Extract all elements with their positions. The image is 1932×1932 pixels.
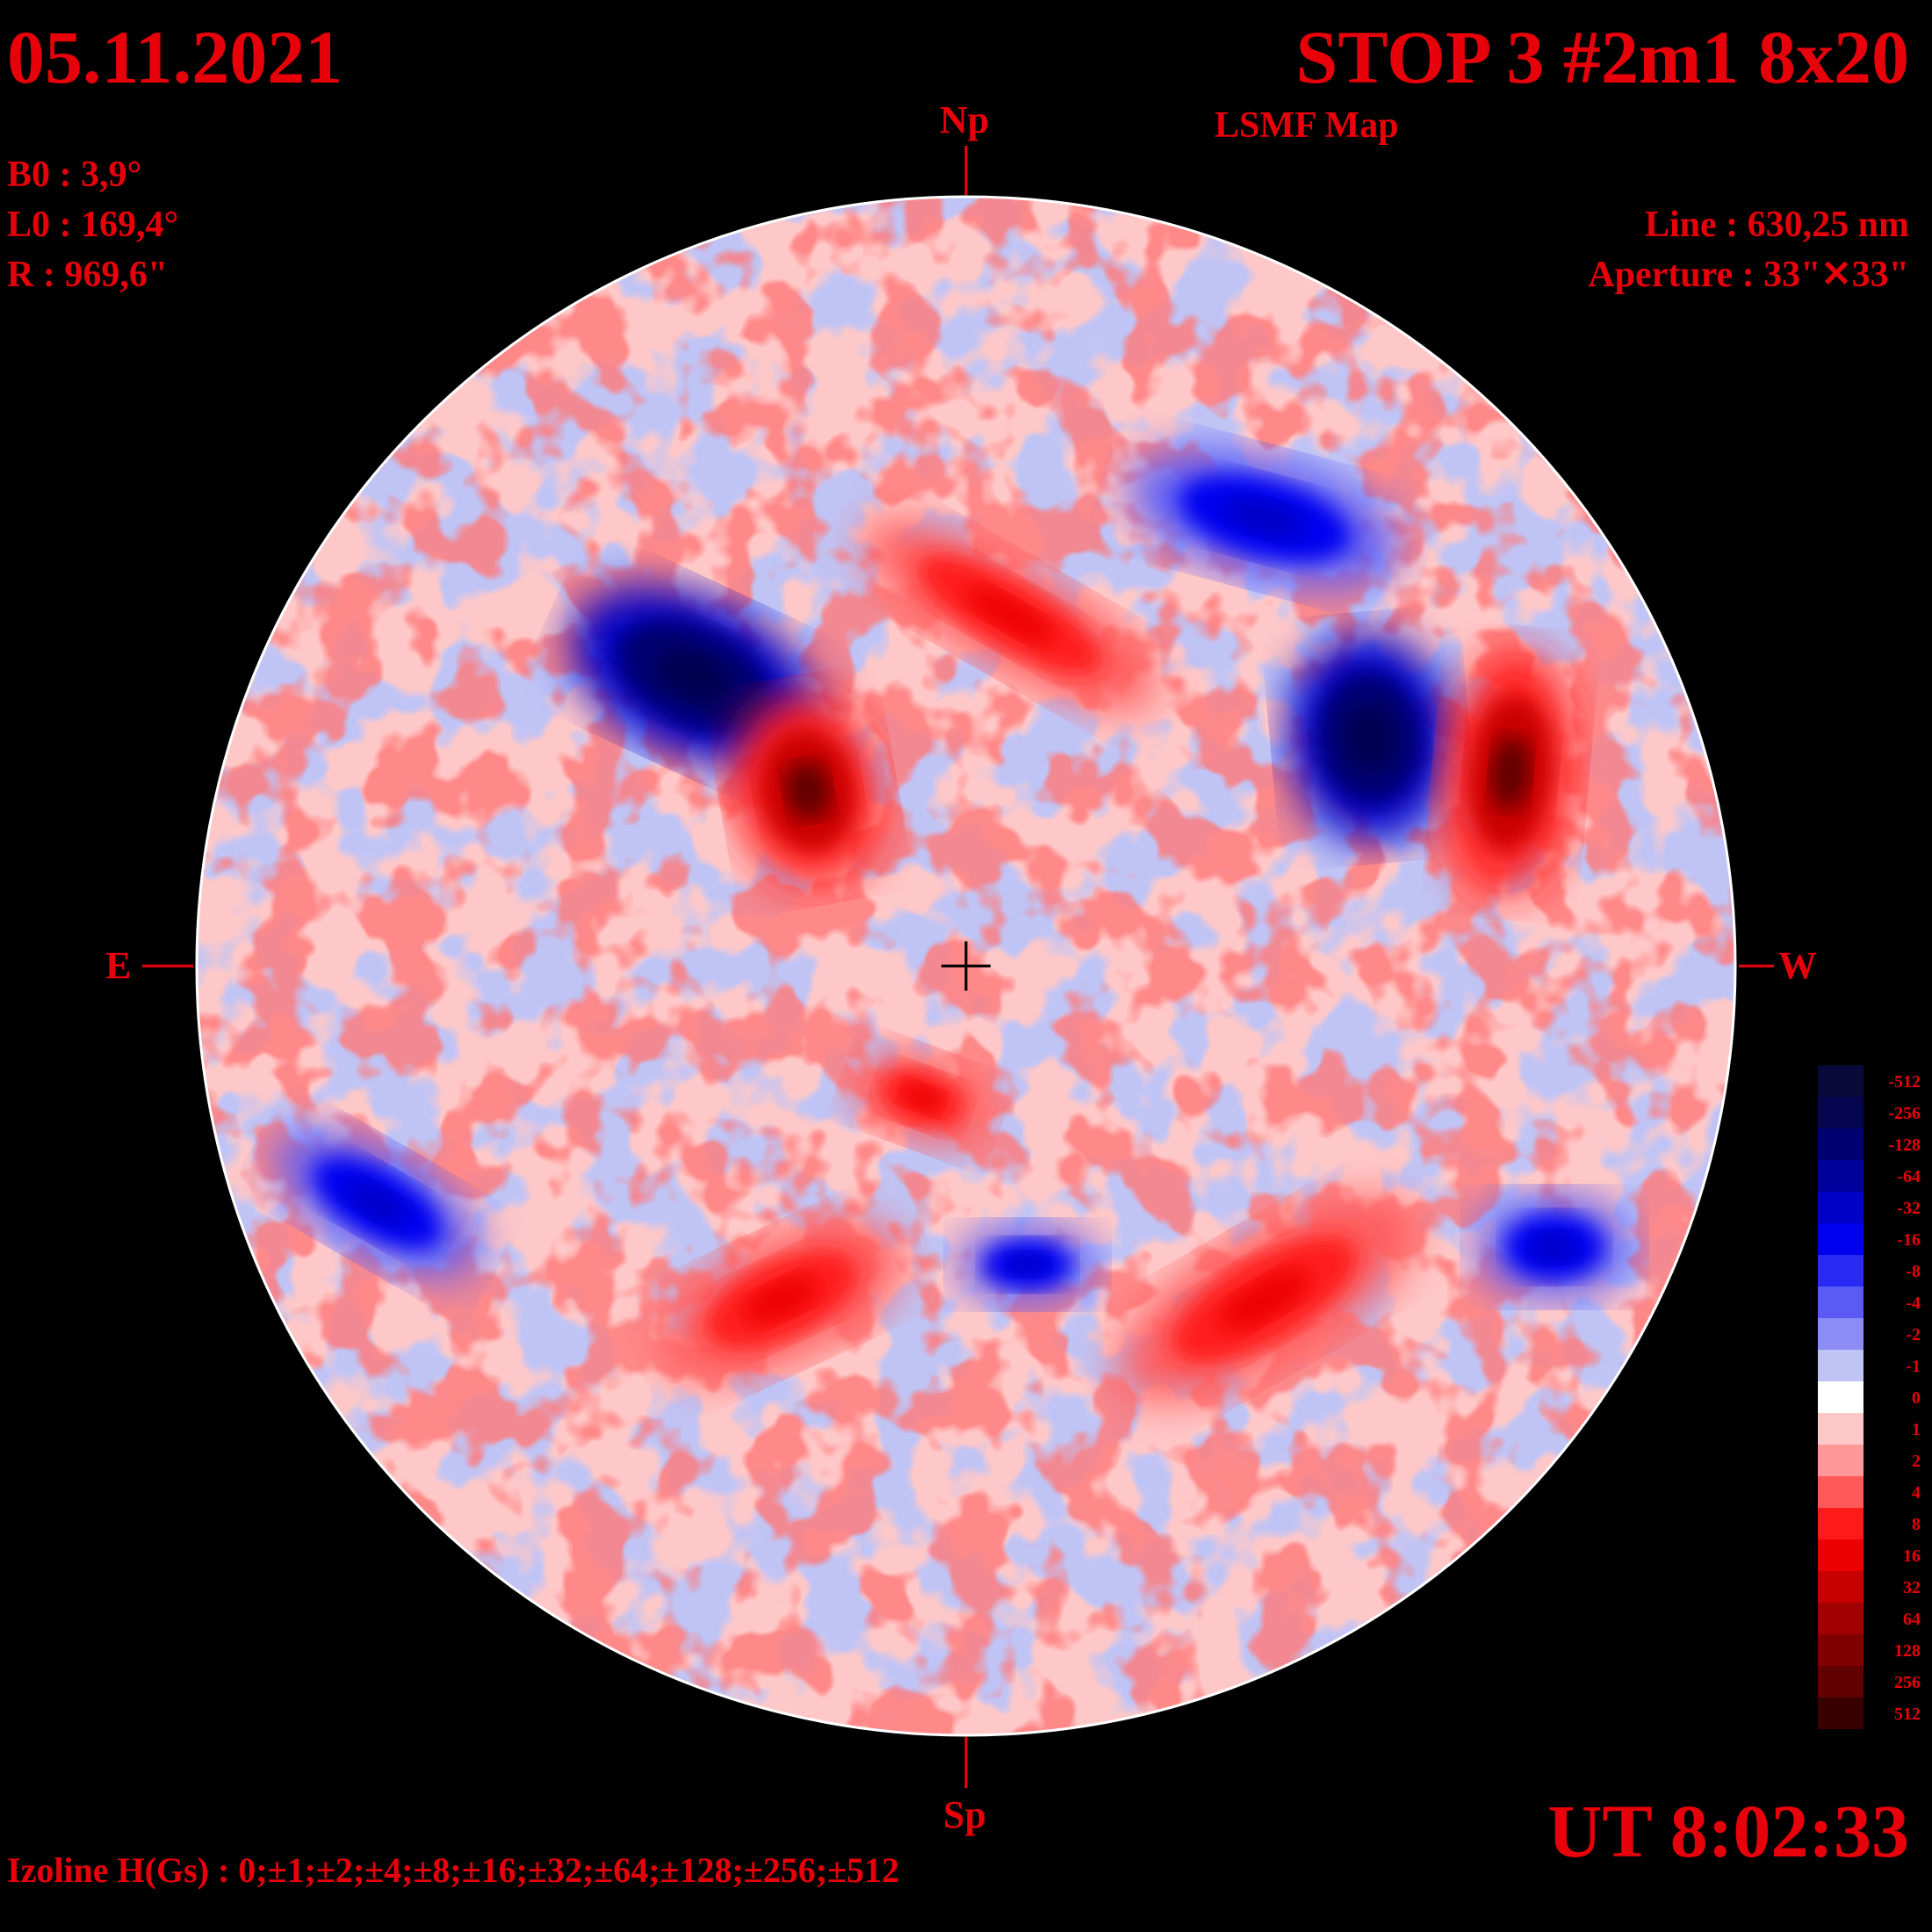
- legend-label: 1: [1912, 1420, 1921, 1439]
- positive-polarity-region: [854, 1049, 991, 1146]
- legend-label: -1: [1906, 1357, 1921, 1376]
- b0-value: B0 : 3,9°: [7, 155, 142, 195]
- legend-swatch: [1818, 1413, 1864, 1445]
- legend-label: 64: [1903, 1610, 1921, 1629]
- legend-row: 4: [1816, 1476, 1926, 1508]
- legend-swatch: [1818, 1160, 1864, 1192]
- legend-row: 256: [1816, 1666, 1926, 1698]
- observation-time: UT 8:02:33: [1547, 1789, 1909, 1873]
- legend-row: 2: [1816, 1445, 1926, 1476]
- legend-label: 0: [1912, 1388, 1921, 1408]
- positive-polarity-region: [1116, 1198, 1413, 1402]
- legend-row: -128: [1816, 1128, 1926, 1160]
- south-pole-label: Sp: [943, 1793, 986, 1836]
- legend-row: -1: [1816, 1350, 1926, 1381]
- l0-value: L0 : 169,4°: [7, 205, 179, 245]
- legend-swatch: [1818, 1223, 1864, 1255]
- legend-swatch: [1818, 1097, 1864, 1128]
- legend-swatch: [1818, 1318, 1864, 1350]
- legend-swatch: [1818, 1192, 1864, 1223]
- legend-row: -32: [1816, 1192, 1926, 1223]
- legend-swatch: [1818, 1128, 1864, 1160]
- legend-swatch: [1818, 1476, 1864, 1508]
- legend-label: -8: [1906, 1262, 1921, 1281]
- legend-row: -4: [1816, 1287, 1926, 1318]
- legend-row: 32: [1816, 1571, 1926, 1603]
- positive-polarity-region: [1444, 650, 1577, 896]
- legend-label: -16: [1897, 1230, 1921, 1250]
- map-title: STOP 3 #2m1 8x20: [1295, 15, 1909, 99]
- legend-row: -64: [1816, 1160, 1926, 1192]
- legend-swatch: [1818, 1698, 1864, 1729]
- legend-label: 16: [1903, 1546, 1921, 1566]
- legend-row: 512: [1816, 1698, 1926, 1729]
- legend-swatch: [1818, 1571, 1864, 1603]
- negative-polarity-region: [957, 1225, 1098, 1304]
- color-scale-legend: -512 -256 -128 -64 -32 -16 -8 -4 -2 -1 0 1 2 4 8 16 32 64…: [1816, 1051, 1926, 1755]
- limb-outline: [195, 195, 1737, 1737]
- legend-swatch: [1818, 1255, 1864, 1287]
- spectral-line: Line : 630,25 nm: [1644, 205, 1909, 245]
- center-crosshair-icon: [941, 941, 991, 991]
- legend-row: 8: [1816, 1508, 1926, 1539]
- observation-date: 05.11.2021: [7, 15, 343, 99]
- legend-label: 4: [1912, 1483, 1921, 1503]
- negative-polarity-region: [1286, 632, 1454, 843]
- legend-swatch: [1818, 1634, 1864, 1666]
- legend-swatch: [1818, 1065, 1864, 1097]
- negative-polarity-region: [1128, 448, 1402, 588]
- legend-row: 128: [1816, 1634, 1926, 1666]
- legend-label: -128: [1888, 1135, 1921, 1155]
- legend-swatch: [1818, 1539, 1864, 1571]
- positive-polarity-region: [732, 694, 883, 887]
- legend-row: -256: [1816, 1097, 1926, 1128]
- legend-label: -64: [1897, 1167, 1921, 1186]
- legend-label: 2: [1912, 1452, 1921, 1471]
- legend-row: -8: [1816, 1255, 1926, 1287]
- positive-polarity-region: [862, 519, 1157, 710]
- map-subtitle: LSMF Map: [1215, 105, 1399, 146]
- aperture-size: Aperture : 33"✕33": [1588, 255, 1909, 295]
- legend-label: -2: [1906, 1325, 1921, 1344]
- west-label: W: [1778, 944, 1817, 987]
- east-label: E: [105, 944, 132, 987]
- legend-row: -2: [1816, 1318, 1926, 1350]
- legend-label: -512: [1888, 1072, 1921, 1092]
- magnetic-regions: [275, 448, 1633, 1402]
- legend-label: -32: [1897, 1199, 1921, 1218]
- legend-swatch: [1818, 1508, 1864, 1539]
- legend-row: 1: [1816, 1413, 1926, 1445]
- legend-label: 128: [1894, 1641, 1921, 1661]
- legend-swatch: [1818, 1350, 1864, 1381]
- legend-row: 16: [1816, 1539, 1926, 1571]
- legend-swatch: [1818, 1445, 1864, 1476]
- legend-label: 32: [1903, 1578, 1921, 1597]
- legend-row: -512: [1816, 1065, 1926, 1097]
- negative-polarity-region: [1475, 1194, 1633, 1300]
- legend-row: -16: [1816, 1223, 1926, 1255]
- legend-label: 8: [1912, 1515, 1921, 1534]
- legend-label: 256: [1894, 1673, 1921, 1692]
- legend-label: -4: [1906, 1294, 1921, 1313]
- legend-swatch: [1818, 1381, 1864, 1413]
- north-pole-label: Np: [940, 98, 990, 141]
- negative-polarity-region: [569, 585, 818, 768]
- isoline-levels: Izoline H(Gs) : 0;±1;±2;±4;±8;±16;±32;±6…: [7, 1850, 900, 1890]
- legend-swatch: [1818, 1666, 1864, 1698]
- orientation-ticks: [142, 146, 1774, 1788]
- legend-row: 0: [1816, 1381, 1926, 1413]
- legend-label: -256: [1888, 1104, 1921, 1123]
- negative-polarity-region: [275, 1129, 480, 1277]
- legend-swatch: [1818, 1287, 1864, 1318]
- legend-label: 512: [1894, 1705, 1921, 1724]
- positive-polarity-region: [659, 1221, 905, 1379]
- radius-value: R : 969,6": [7, 255, 169, 295]
- legend-swatch: [1818, 1603, 1864, 1634]
- legend-row: 64: [1816, 1603, 1926, 1634]
